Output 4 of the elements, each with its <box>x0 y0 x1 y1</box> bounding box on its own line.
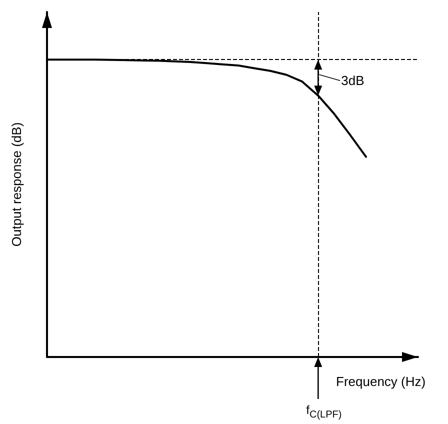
annotation: 3dB <box>341 72 364 88</box>
x-axis-title: Frequency (Hz) <box>336 374 426 389</box>
text: f$_{C(LPF)}$ <box>306 403 342 420</box>
y-axis-title: Output response (dB) <box>9 122 24 247</box>
